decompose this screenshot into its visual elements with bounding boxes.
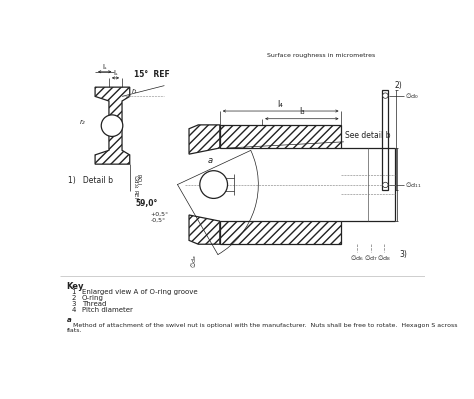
Polygon shape	[220, 125, 341, 148]
Text: Surface roughness in micrometres: Surface roughness in micrometres	[267, 53, 375, 57]
Text: $\emptyset$d$_{11}$: $\emptyset$d$_{11}$	[405, 180, 422, 190]
Text: 4: 4	[71, 307, 75, 313]
Text: 3: 3	[71, 301, 76, 307]
Text: l₄: l₄	[278, 100, 283, 109]
Text: Method of attachment of the swivel nut is optional with the manufacturer.  Nuts : Method of attachment of the swivel nut i…	[66, 323, 457, 328]
Text: lₛ: lₛ	[102, 64, 107, 70]
Text: See detail b: See detail b	[346, 131, 391, 140]
Text: lₛ: lₛ	[113, 70, 118, 76]
Text: 3): 3)	[399, 251, 407, 259]
Text: flats.: flats.	[66, 328, 82, 333]
Text: -0,5°: -0,5°	[151, 218, 165, 223]
Circle shape	[383, 182, 388, 188]
Text: 1)   Detail b: 1) Detail b	[68, 176, 113, 185]
Circle shape	[383, 93, 388, 98]
Text: P.O.I.: P.O.I.	[136, 174, 141, 188]
Text: 59,0°: 59,0°	[135, 200, 157, 208]
Text: 15°  REF: 15° REF	[134, 71, 169, 79]
Polygon shape	[189, 215, 220, 244]
Text: a: a	[207, 156, 212, 164]
Bar	[383, 90, 389, 190]
Text: $\emptyset$d$_7$: $\emptyset$d$_7$	[364, 253, 378, 263]
Text: +0,5°: +0,5°	[151, 211, 169, 217]
Text: $\emptyset$d$_6$: $\emptyset$d$_6$	[350, 253, 364, 263]
Circle shape	[101, 115, 123, 136]
Polygon shape	[189, 125, 220, 154]
Text: $\emptyset$d$_0$: $\emptyset$d$_0$	[405, 91, 419, 101]
Text: O-ring: O-ring	[82, 295, 104, 301]
Polygon shape	[220, 221, 341, 244]
Text: r₂: r₂	[80, 119, 86, 125]
Text: $\emptyset$d$_a$: $\emptyset$d$_a$	[189, 254, 199, 268]
Text: l₃: l₃	[299, 107, 305, 117]
Polygon shape	[95, 87, 130, 164]
Text: 1: 1	[71, 289, 76, 295]
Text: 2): 2)	[395, 81, 402, 90]
Circle shape	[200, 171, 228, 198]
Text: Key: Key	[66, 282, 84, 291]
Text: a: a	[66, 317, 72, 323]
Text: r₁: r₁	[132, 88, 137, 94]
Text: Enlarged view A of O-ring groove: Enlarged view A of O-ring groove	[82, 289, 198, 295]
Text: 2: 2	[71, 295, 75, 301]
Text: Thread: Thread	[82, 301, 106, 307]
Text: $\emptyset$d$_{24}$ REF: $\emptyset$d$_{24}$ REF	[131, 174, 141, 201]
Text: $\emptyset$d$_8$: $\emptyset$d$_8$	[377, 253, 391, 263]
Text: Pitch diameter: Pitch diameter	[82, 307, 133, 313]
